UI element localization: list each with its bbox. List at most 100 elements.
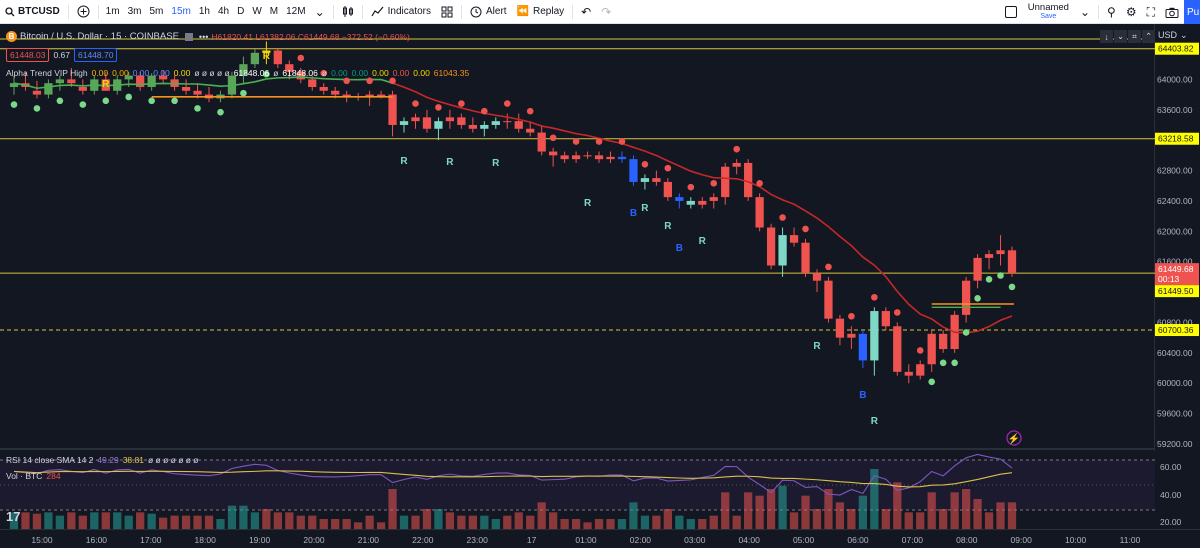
interval-12m[interactable]: 12M [286,6,306,17]
candle-body [606,156,615,160]
volume-bar [170,515,179,529]
volume-bar [468,515,477,529]
time-axis[interactable]: 15:00 16:00 17:00 18:00 19:00 20:00 21:00 22:00… [0,529,1155,548]
time-tick: 23:00 [467,535,489,545]
replay-button[interactable]: ⏪ Replay [512,0,570,24]
signal-dot-red [458,100,465,107]
quick-search-button[interactable]: ⚲ [1102,0,1121,24]
spread-value: 0.67 [53,50,70,60]
volume-bar [239,505,248,529]
volume-bar [594,519,604,529]
layout-dropdown[interactable]: ⌄ [1075,0,1095,24]
signal-label: R [641,203,649,214]
rsi-value: 49.29 [97,455,119,465]
currency-selector[interactable]: USD ⌄ [1158,30,1188,41]
interval-1h[interactable]: 1h [198,6,210,17]
volume-bar [847,509,856,529]
candle-body [663,181,672,198]
candle-body [939,333,948,350]
interval-dropdown[interactable]: ⌄ [314,4,325,19]
alert-button[interactable]: Alert [465,0,512,24]
time-axis-scale[interactable]: 15:00 16:00 17:00 18:00 19:00 20:00 21:00 22:00… [0,530,1155,548]
candle-body [755,197,764,228]
redo-button[interactable]: ↷ [596,0,616,24]
symbol-legend[interactable]: B Bitcoin / U.S. Dollar · 15 · COINBASE … [6,31,410,42]
layout-name: Unnamed [1027,2,1069,13]
interval-m[interactable]: M [269,6,279,17]
interval-w[interactable]: W [252,6,262,17]
pane-close-icon[interactable]: ⌃ [1142,30,1155,43]
legend-toggle-icon[interactable] [184,32,193,41]
layout-checkbox[interactable] [1000,0,1022,24]
volume-bar [113,512,122,529]
price-axis-scale[interactable]: 64400.0064000.0063600.0063200.0062800.00… [1155,24,1200,529]
interval-3m[interactable]: 3m [127,6,142,17]
interval-5m[interactable]: 5m [149,6,164,17]
add-symbol-button[interactable] [72,0,95,24]
signal-dot-red [618,138,626,145]
indicators-button[interactable]: Indicators [366,0,436,24]
price-axis[interactable]: 64400.0064000.0063600.0063200.0062800.00… [1155,24,1200,529]
signal-dot-green [997,272,1004,279]
volume-bar [640,515,650,529]
volume-bar [308,515,317,529]
interval-1m[interactable]: 1m [105,6,120,17]
candle-body [250,52,260,65]
snapshot-button[interactable] [1160,0,1184,24]
candle-body [789,235,799,243]
volume-bar [9,512,19,529]
signal-dot-green [148,97,155,105]
pane-collapse-icon[interactable]: ⌄ [1114,30,1127,43]
divider [67,4,69,19]
interval-15m[interactable]: 15m [171,6,191,17]
price-level-label: 61449.68 [1158,264,1194,274]
indicator-values: 0.00 0.00 0.00 0.00 0.00 ø ø ø ø ø 61848.06 ø 61… [92,68,470,78]
pane-maximize-icon[interactable]: ⌗ [1128,30,1141,43]
candle-body [514,121,523,129]
volume-bar [227,505,237,529]
fullscreen-button[interactable]: ⛶ [1142,0,1160,24]
currency-label: USD [1158,30,1178,40]
time-tick: 22:00 [412,535,434,545]
settings-button[interactable]: ⚙ [1121,0,1142,24]
chart-pane[interactable]: R R R R R R B R R B R R B R ⚡ [0,24,1155,529]
volume-bar [755,495,764,529]
volume-bar [193,515,202,529]
chart-type-button[interactable] [337,0,359,24]
candle-body [571,155,581,160]
volume-legend[interactable]: Vol · BTC 284 [6,471,61,481]
signal-dot-green [985,275,993,283]
more-options-icon[interactable]: ••• [198,31,209,42]
gear-icon: ⚙ [1125,5,1137,19]
interval-d[interactable]: D [237,6,245,17]
indicators-label: Indicators [387,6,431,17]
indicator-legend[interactable]: Alpha Trend VIP High 0.00 0.00 0.00 0.00 0.0… [6,68,469,78]
signal-dot-red [595,138,603,145]
alert-clock-icon [470,6,482,17]
signal-label: R [699,236,707,247]
candle-body [594,155,604,160]
templates-button[interactable] [436,0,458,24]
candle-body [835,318,845,338]
chevron-down-icon: ⌄ [1180,30,1188,40]
tradingview-logo[interactable]: 17 [6,509,21,524]
indicator-value: 0.00 [351,68,369,78]
candle-body [468,124,477,129]
layout-name-button[interactable]: Unnamed Save [1022,3,1075,21]
rsi-legend[interactable]: RSI 14 close SMA 14 2 49.29 38.81 ø ø ø … [6,455,199,465]
candle-body [124,75,133,80]
signal-dot-red [733,145,740,153]
interval-4h[interactable]: 4h [217,6,230,17]
publish-button[interactable]: Pu [1184,0,1200,24]
axis-corner [1155,529,1200,548]
candle-body [686,200,695,205]
volume-bar [147,513,156,529]
ask-price[interactable]: 61448.70 [74,48,118,62]
undo-button[interactable]: ↶ [576,0,596,24]
pane-down-icon[interactable]: ↓ [1100,30,1113,43]
indicator-value: 61848.06 [282,68,318,78]
time-tick: 19:00 [249,535,271,545]
symbol-search[interactable]: BTCUSD [0,0,65,24]
bid-price[interactable]: 61448.03 [6,48,50,62]
